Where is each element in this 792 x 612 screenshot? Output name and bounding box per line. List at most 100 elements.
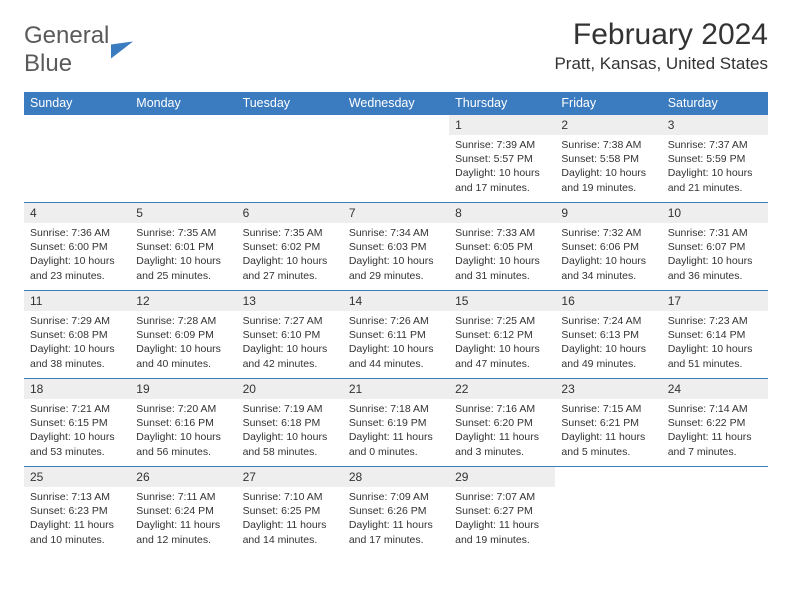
day-number: 4: [24, 203, 130, 223]
day-data: Sunrise: 7:34 AMSunset: 6:03 PMDaylight:…: [343, 223, 449, 289]
day-number: 15: [449, 291, 555, 311]
day-data: Sunrise: 7:26 AMSunset: 6:11 PMDaylight:…: [343, 311, 449, 377]
day-cell: ..: [130, 115, 236, 203]
day-cell: 1Sunrise: 7:39 AMSunset: 5:57 PMDaylight…: [449, 115, 555, 203]
day-cell: 10Sunrise: 7:31 AMSunset: 6:07 PMDayligh…: [662, 203, 768, 291]
day-number: 2: [555, 115, 661, 135]
logo-text: General Blue: [24, 22, 109, 78]
day-cell: 26Sunrise: 7:11 AMSunset: 6:24 PMDayligh…: [130, 467, 236, 555]
day-data: Sunrise: 7:18 AMSunset: 6:19 PMDaylight:…: [343, 399, 449, 465]
day-number: 9: [555, 203, 661, 223]
day-number: 13: [237, 291, 343, 311]
day-number: 24: [662, 379, 768, 399]
day-cell: 9Sunrise: 7:32 AMSunset: 6:06 PMDaylight…: [555, 203, 661, 291]
dow-header: Friday: [555, 92, 661, 115]
day-number: 29: [449, 467, 555, 487]
day-data: Sunrise: 7:11 AMSunset: 6:24 PMDaylight:…: [130, 487, 236, 553]
title-block: February 2024 Pratt, Kansas, United Stat…: [554, 18, 768, 74]
day-number: 16: [555, 291, 661, 311]
day-number: 26: [130, 467, 236, 487]
day-data: Sunrise: 7:23 AMSunset: 6:14 PMDaylight:…: [662, 311, 768, 377]
day-cell: 5Sunrise: 7:35 AMSunset: 6:01 PMDaylight…: [130, 203, 236, 291]
dow-header: Thursday: [449, 92, 555, 115]
day-cell: 6Sunrise: 7:35 AMSunset: 6:02 PMDaylight…: [237, 203, 343, 291]
day-data: Sunrise: 7:33 AMSunset: 6:05 PMDaylight:…: [449, 223, 555, 289]
dow-header: Sunday: [24, 92, 130, 115]
day-number: 17: [662, 291, 768, 311]
dow-header: Saturday: [662, 92, 768, 115]
day-number: 23: [555, 379, 661, 399]
day-cell: ..: [662, 467, 768, 555]
day-number: 5: [130, 203, 236, 223]
day-cell: 4Sunrise: 7:36 AMSunset: 6:00 PMDaylight…: [24, 203, 130, 291]
month-title: February 2024: [554, 18, 768, 52]
day-cell: 18Sunrise: 7:21 AMSunset: 6:15 PMDayligh…: [24, 379, 130, 467]
day-data: Sunrise: 7:15 AMSunset: 6:21 PMDaylight:…: [555, 399, 661, 465]
day-number: 19: [130, 379, 236, 399]
day-cell: 14Sunrise: 7:26 AMSunset: 6:11 PMDayligh…: [343, 291, 449, 379]
calendar-table: SundayMondayTuesdayWednesdayThursdayFrid…: [24, 92, 768, 555]
day-number: 1: [449, 115, 555, 135]
dow-header: Monday: [130, 92, 236, 115]
day-data: Sunrise: 7:31 AMSunset: 6:07 PMDaylight:…: [662, 223, 768, 289]
location: Pratt, Kansas, United States: [554, 54, 768, 74]
day-data: Sunrise: 7:21 AMSunset: 6:15 PMDaylight:…: [24, 399, 130, 465]
day-cell: 12Sunrise: 7:28 AMSunset: 6:09 PMDayligh…: [130, 291, 236, 379]
day-cell: 17Sunrise: 7:23 AMSunset: 6:14 PMDayligh…: [662, 291, 768, 379]
day-cell: ..: [555, 467, 661, 555]
day-number: 28: [343, 467, 449, 487]
day-data: Sunrise: 7:09 AMSunset: 6:26 PMDaylight:…: [343, 487, 449, 553]
day-data: Sunrise: 7:32 AMSunset: 6:06 PMDaylight:…: [555, 223, 661, 289]
day-cell: 23Sunrise: 7:15 AMSunset: 6:21 PMDayligh…: [555, 379, 661, 467]
logo-word1: General: [24, 22, 109, 49]
day-data: Sunrise: 7:16 AMSunset: 6:20 PMDaylight:…: [449, 399, 555, 465]
logo-triangle-icon: [111, 41, 133, 58]
day-cell: ..: [237, 115, 343, 203]
day-number: 27: [237, 467, 343, 487]
day-cell: 8Sunrise: 7:33 AMSunset: 6:05 PMDaylight…: [449, 203, 555, 291]
week-row: 18Sunrise: 7:21 AMSunset: 6:15 PMDayligh…: [24, 379, 768, 467]
day-data: Sunrise: 7:36 AMSunset: 6:00 PMDaylight:…: [24, 223, 130, 289]
day-cell: 25Sunrise: 7:13 AMSunset: 6:23 PMDayligh…: [24, 467, 130, 555]
day-number: 22: [449, 379, 555, 399]
day-cell: 27Sunrise: 7:10 AMSunset: 6:25 PMDayligh…: [237, 467, 343, 555]
day-cell: 22Sunrise: 7:16 AMSunset: 6:20 PMDayligh…: [449, 379, 555, 467]
day-data: Sunrise: 7:35 AMSunset: 6:02 PMDaylight:…: [237, 223, 343, 289]
day-cell: 7Sunrise: 7:34 AMSunset: 6:03 PMDaylight…: [343, 203, 449, 291]
day-data: Sunrise: 7:07 AMSunset: 6:27 PMDaylight:…: [449, 487, 555, 553]
day-cell: 28Sunrise: 7:09 AMSunset: 6:26 PMDayligh…: [343, 467, 449, 555]
week-row: ........1Sunrise: 7:39 AMSunset: 5:57 PM…: [24, 115, 768, 203]
day-data: Sunrise: 7:14 AMSunset: 6:22 PMDaylight:…: [662, 399, 768, 465]
day-number: 8: [449, 203, 555, 223]
day-cell: 29Sunrise: 7:07 AMSunset: 6:27 PMDayligh…: [449, 467, 555, 555]
day-number: 21: [343, 379, 449, 399]
day-number: 7: [343, 203, 449, 223]
day-cell: ..: [343, 115, 449, 203]
day-data: Sunrise: 7:24 AMSunset: 6:13 PMDaylight:…: [555, 311, 661, 377]
day-cell: 16Sunrise: 7:24 AMSunset: 6:13 PMDayligh…: [555, 291, 661, 379]
day-cell: 2Sunrise: 7:38 AMSunset: 5:58 PMDaylight…: [555, 115, 661, 203]
day-number: 12: [130, 291, 236, 311]
day-data: Sunrise: 7:38 AMSunset: 5:58 PMDaylight:…: [555, 135, 661, 201]
day-cell: 20Sunrise: 7:19 AMSunset: 6:18 PMDayligh…: [237, 379, 343, 467]
day-data: Sunrise: 7:19 AMSunset: 6:18 PMDaylight:…: [237, 399, 343, 465]
day-cell: 3Sunrise: 7:37 AMSunset: 5:59 PMDaylight…: [662, 115, 768, 203]
day-cell: 21Sunrise: 7:18 AMSunset: 6:19 PMDayligh…: [343, 379, 449, 467]
day-data: Sunrise: 7:20 AMSunset: 6:16 PMDaylight:…: [130, 399, 236, 465]
dow-row: SundayMondayTuesdayWednesdayThursdayFrid…: [24, 92, 768, 115]
week-row: 4Sunrise: 7:36 AMSunset: 6:00 PMDaylight…: [24, 203, 768, 291]
dow-header: Tuesday: [237, 92, 343, 115]
day-cell: 11Sunrise: 7:29 AMSunset: 6:08 PMDayligh…: [24, 291, 130, 379]
header: General Blue February 2024 Pratt, Kansas…: [24, 18, 768, 78]
day-data: Sunrise: 7:35 AMSunset: 6:01 PMDaylight:…: [130, 223, 236, 289]
week-row: 11Sunrise: 7:29 AMSunset: 6:08 PMDayligh…: [24, 291, 768, 379]
day-cell: 15Sunrise: 7:25 AMSunset: 6:12 PMDayligh…: [449, 291, 555, 379]
week-row: 25Sunrise: 7:13 AMSunset: 6:23 PMDayligh…: [24, 467, 768, 555]
day-data: Sunrise: 7:27 AMSunset: 6:10 PMDaylight:…: [237, 311, 343, 377]
day-cell: ..: [24, 115, 130, 203]
day-number: 14: [343, 291, 449, 311]
day-cell: 24Sunrise: 7:14 AMSunset: 6:22 PMDayligh…: [662, 379, 768, 467]
day-data: Sunrise: 7:39 AMSunset: 5:57 PMDaylight:…: [449, 135, 555, 201]
day-cell: 13Sunrise: 7:27 AMSunset: 6:10 PMDayligh…: [237, 291, 343, 379]
logo-word2: Blue: [24, 50, 72, 77]
